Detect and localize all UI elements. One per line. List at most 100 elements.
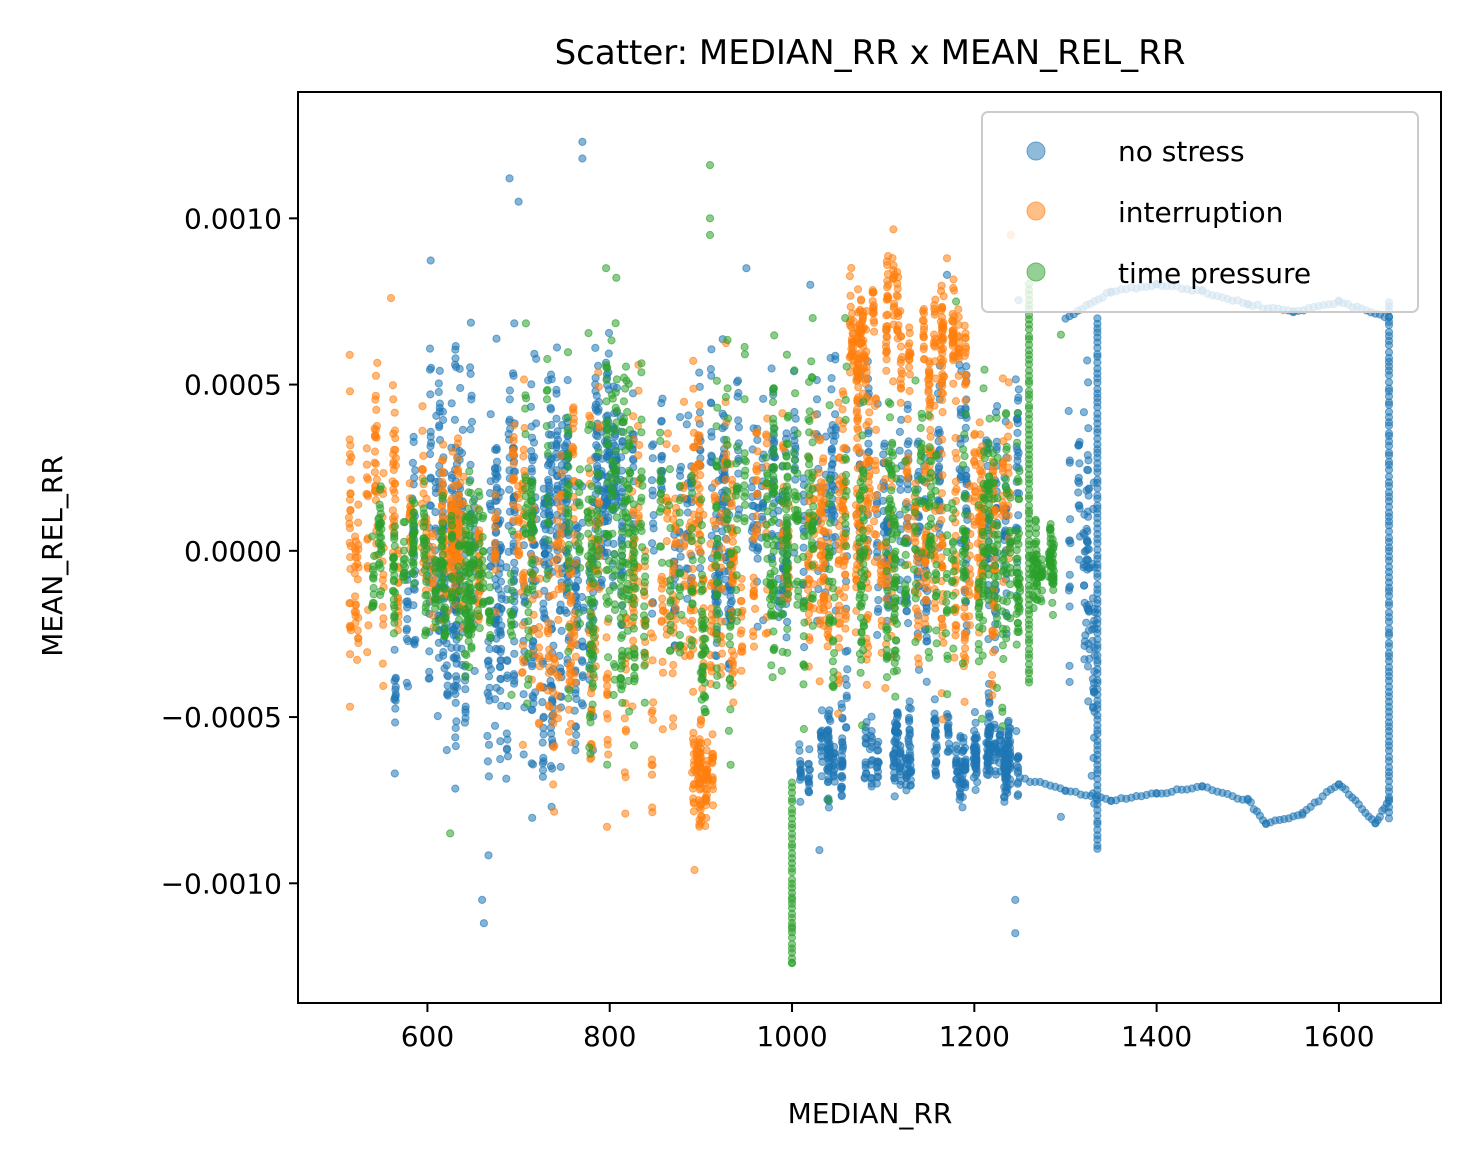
data-point [509,475,518,484]
data-point [602,633,611,642]
data-point [391,445,400,455]
data-point [435,366,444,375]
data-point [827,385,836,394]
data-point [491,514,500,523]
data-point [737,643,747,652]
data-point [679,532,689,541]
data-point [549,780,558,789]
data-point [955,338,964,347]
data-point [905,386,914,396]
data-point [466,318,475,327]
data-point [509,459,518,468]
data-point [519,750,528,759]
data-point [447,643,456,653]
data-point [545,591,555,601]
data-point [828,482,838,491]
data-point [425,344,435,353]
data-point [806,280,815,289]
data-point [519,445,528,454]
data-point [490,539,500,548]
data-point [502,774,511,783]
data-point [527,380,536,389]
data-point [456,478,465,488]
data-point [604,349,613,358]
data-point [486,477,495,486]
data-point [354,518,363,527]
data-point [971,763,980,772]
data-point [703,756,712,765]
data-point [708,801,718,810]
data-point [737,666,746,675]
data-point [696,779,705,788]
data-point [527,464,536,473]
data-point [437,456,447,465]
data-point [882,366,891,375]
data-point [453,454,462,463]
data-point [752,512,761,521]
data-point [1066,515,1075,524]
data-point [491,566,500,575]
data-point [703,738,712,747]
data-point [442,639,451,648]
data-point [534,643,544,652]
data-point [553,691,562,700]
data-point [874,596,883,605]
data-point [1384,472,1394,481]
data-point [717,649,727,658]
data-point [819,527,828,536]
data-point [919,332,928,342]
data-point [466,425,475,434]
data-point [528,705,537,715]
data-point [956,784,965,793]
data-point [635,440,644,450]
data-point [932,758,941,768]
data-point [544,663,554,672]
data-point [896,485,905,494]
data-point [939,638,948,647]
data-point [904,619,913,628]
data-point [647,476,657,485]
data-point [345,350,354,359]
data-point [493,472,502,481]
data-point [546,370,556,379]
data-point [505,386,514,395]
data-point [1084,484,1094,493]
data-point [602,710,612,719]
data-point [1004,739,1013,748]
data-point [438,407,447,416]
data-point [447,399,456,408]
data-point [783,617,792,627]
data-point [505,485,514,494]
data-point [529,438,539,447]
data-point [484,740,494,749]
data-point [447,559,456,568]
data-point [815,605,824,614]
data-point [543,686,552,695]
data-point [1074,488,1083,497]
data-point [354,638,363,648]
data-point [566,661,575,670]
data-point [557,468,566,478]
data-point [532,419,541,428]
data-point [634,386,643,395]
data-point [351,618,360,628]
data-point [578,154,587,163]
data-point [1013,428,1022,437]
data-point [554,585,563,594]
data-point [426,442,435,451]
data-point [448,447,457,456]
data-point [539,753,548,763]
data-point [527,759,536,768]
data-point [1384,448,1394,457]
data-point [824,750,833,759]
data-point [1084,697,1093,706]
data-point [949,283,958,293]
data-point [841,647,850,656]
data-point [411,466,420,475]
data-point [931,727,941,737]
data-point [870,327,879,336]
data-point [446,553,455,562]
data-point [1014,385,1023,394]
data-point [351,601,360,610]
data-point [971,735,980,744]
